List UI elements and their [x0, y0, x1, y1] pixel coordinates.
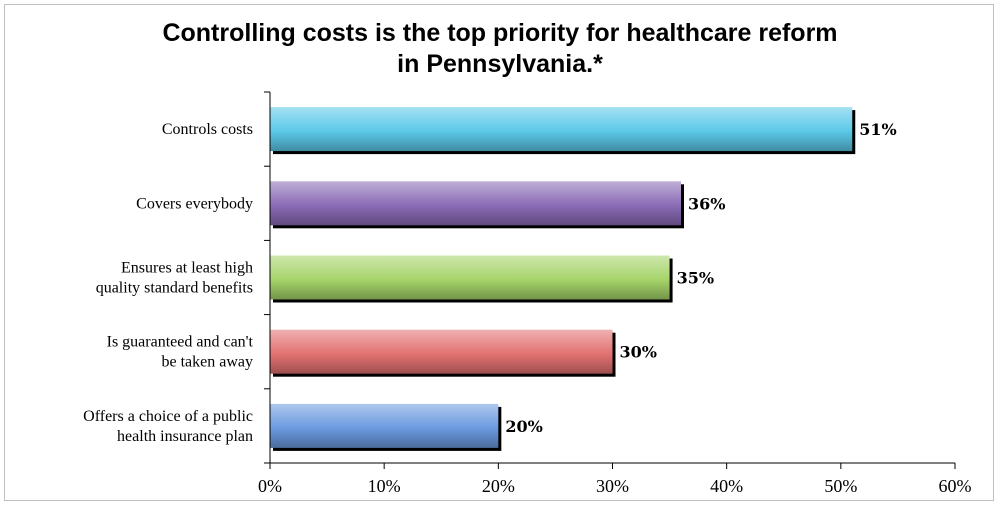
data-label: 35%: [677, 269, 714, 288]
bar-2: [270, 255, 670, 300]
x-tick-label: 50%: [824, 476, 857, 496]
bar-3: [270, 329, 613, 374]
x-tick-label: 30%: [596, 476, 629, 496]
data-label: 51%: [859, 120, 896, 139]
category-label: be taken away: [161, 354, 253, 371]
chart-title-line-1: Controlling costs is the top priority fo…: [162, 19, 838, 47]
x-tick-label: 0%: [258, 476, 282, 496]
x-tick-label: 60%: [939, 476, 972, 496]
category-label: Controls costs: [162, 121, 253, 138]
category-label: health insurance plan: [117, 428, 253, 445]
x-tick-label: 20%: [482, 476, 515, 496]
category-label: Covers everybody: [136, 195, 253, 212]
axes-group: Controls costs Covers everybody Ensures at…: [83, 91, 972, 496]
data-label: 20%: [505, 417, 542, 436]
category-label: Offers a choice of a public: [83, 408, 253, 425]
bar-1: [270, 181, 681, 226]
category-label: quality standard benefits: [96, 280, 253, 297]
category-label: Is guaranteed and can't: [107, 334, 254, 351]
data-label: 30%: [620, 343, 657, 362]
bar-0: [270, 107, 853, 152]
x-tick-label: 10%: [368, 476, 401, 496]
bars-group: 51% 36% 35% 30% 20%: [270, 107, 897, 451]
x-tick-label: 40%: [710, 476, 743, 496]
data-label: 36%: [688, 194, 725, 213]
bar-4: [270, 403, 499, 448]
chart-title-line-2: in Pennsylvania.*: [397, 50, 603, 78]
category-label: Ensures at least high: [121, 260, 253, 277]
chart-title: Controlling costs is the top priority fo…: [0, 18, 1000, 80]
